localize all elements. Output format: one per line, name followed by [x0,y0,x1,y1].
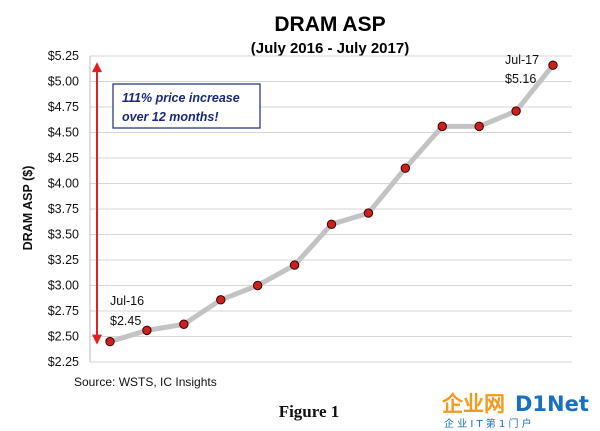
watermark-brand-b: D1Net [515,392,589,416]
y-axis-ticks: $2.25 $2.50 $2.75 $3.00 $3.25 $3.50 $3.75 $4.00… [48,49,79,369]
data-point [142,325,152,336]
y-tick-label: $2.50 [48,330,79,344]
data-markers [105,60,558,347]
callout-line-1: 111% price increase [122,91,240,105]
data-point [474,121,484,132]
data-point [511,106,521,116]
y-tick-label: $3.25 [48,253,79,267]
data-point [437,121,447,132]
y-tick-label: $4.25 [48,151,79,165]
watermark-subtitle: 企 业 I T 第 1 门 户 [444,417,532,430]
callout-box [112,83,261,129]
data-point [326,219,337,230]
chart-title: DRAM ASP [274,13,385,36]
y-tick-label: $5.00 [48,75,79,89]
data-point [252,280,263,291]
end-date-label: Jul-17 [505,53,539,67]
data-point [289,260,300,270]
data-point [216,295,226,305]
y-axis-label: DRAM ASP ($) [21,166,35,251]
y-tick-label: $4.75 [48,100,79,114]
data-point [179,319,189,329]
start-value-label: $2.45 [110,314,141,328]
end-value-label: $5.16 [505,72,536,86]
range-arrow [92,62,102,345]
data-point [363,208,374,218]
figure-caption: Figure 1 [279,402,340,421]
callout-line-2: over 12 months! [122,110,219,124]
watermark-logo: 企业网 D1Net 企 业 I T 第 1 门 户 [441,392,589,430]
y-tick-label: $2.25 [48,355,79,369]
data-point [548,60,558,70]
arrow-head-bottom [92,334,102,345]
y-tick-label: $2.75 [48,304,79,318]
y-tick-label: $3.50 [48,228,79,242]
data-point [400,163,411,173]
y-tick-label: $4.50 [48,126,79,140]
source-note: Source: WSTS, IC Insights [74,375,217,389]
arrow-head-top [92,62,102,73]
watermark-brand-a: 企业网 [441,392,505,416]
chart-subtitle: (July 2016 - July 2017) [251,40,409,57]
data-point [105,336,115,347]
y-tick-label: $3.00 [48,279,79,293]
y-tick-label: $3.75 [48,202,79,216]
start-date-label: Jul-16 [110,294,144,308]
y-tick-label: $4.00 [48,177,79,191]
y-tick-label: $5.25 [48,49,79,63]
